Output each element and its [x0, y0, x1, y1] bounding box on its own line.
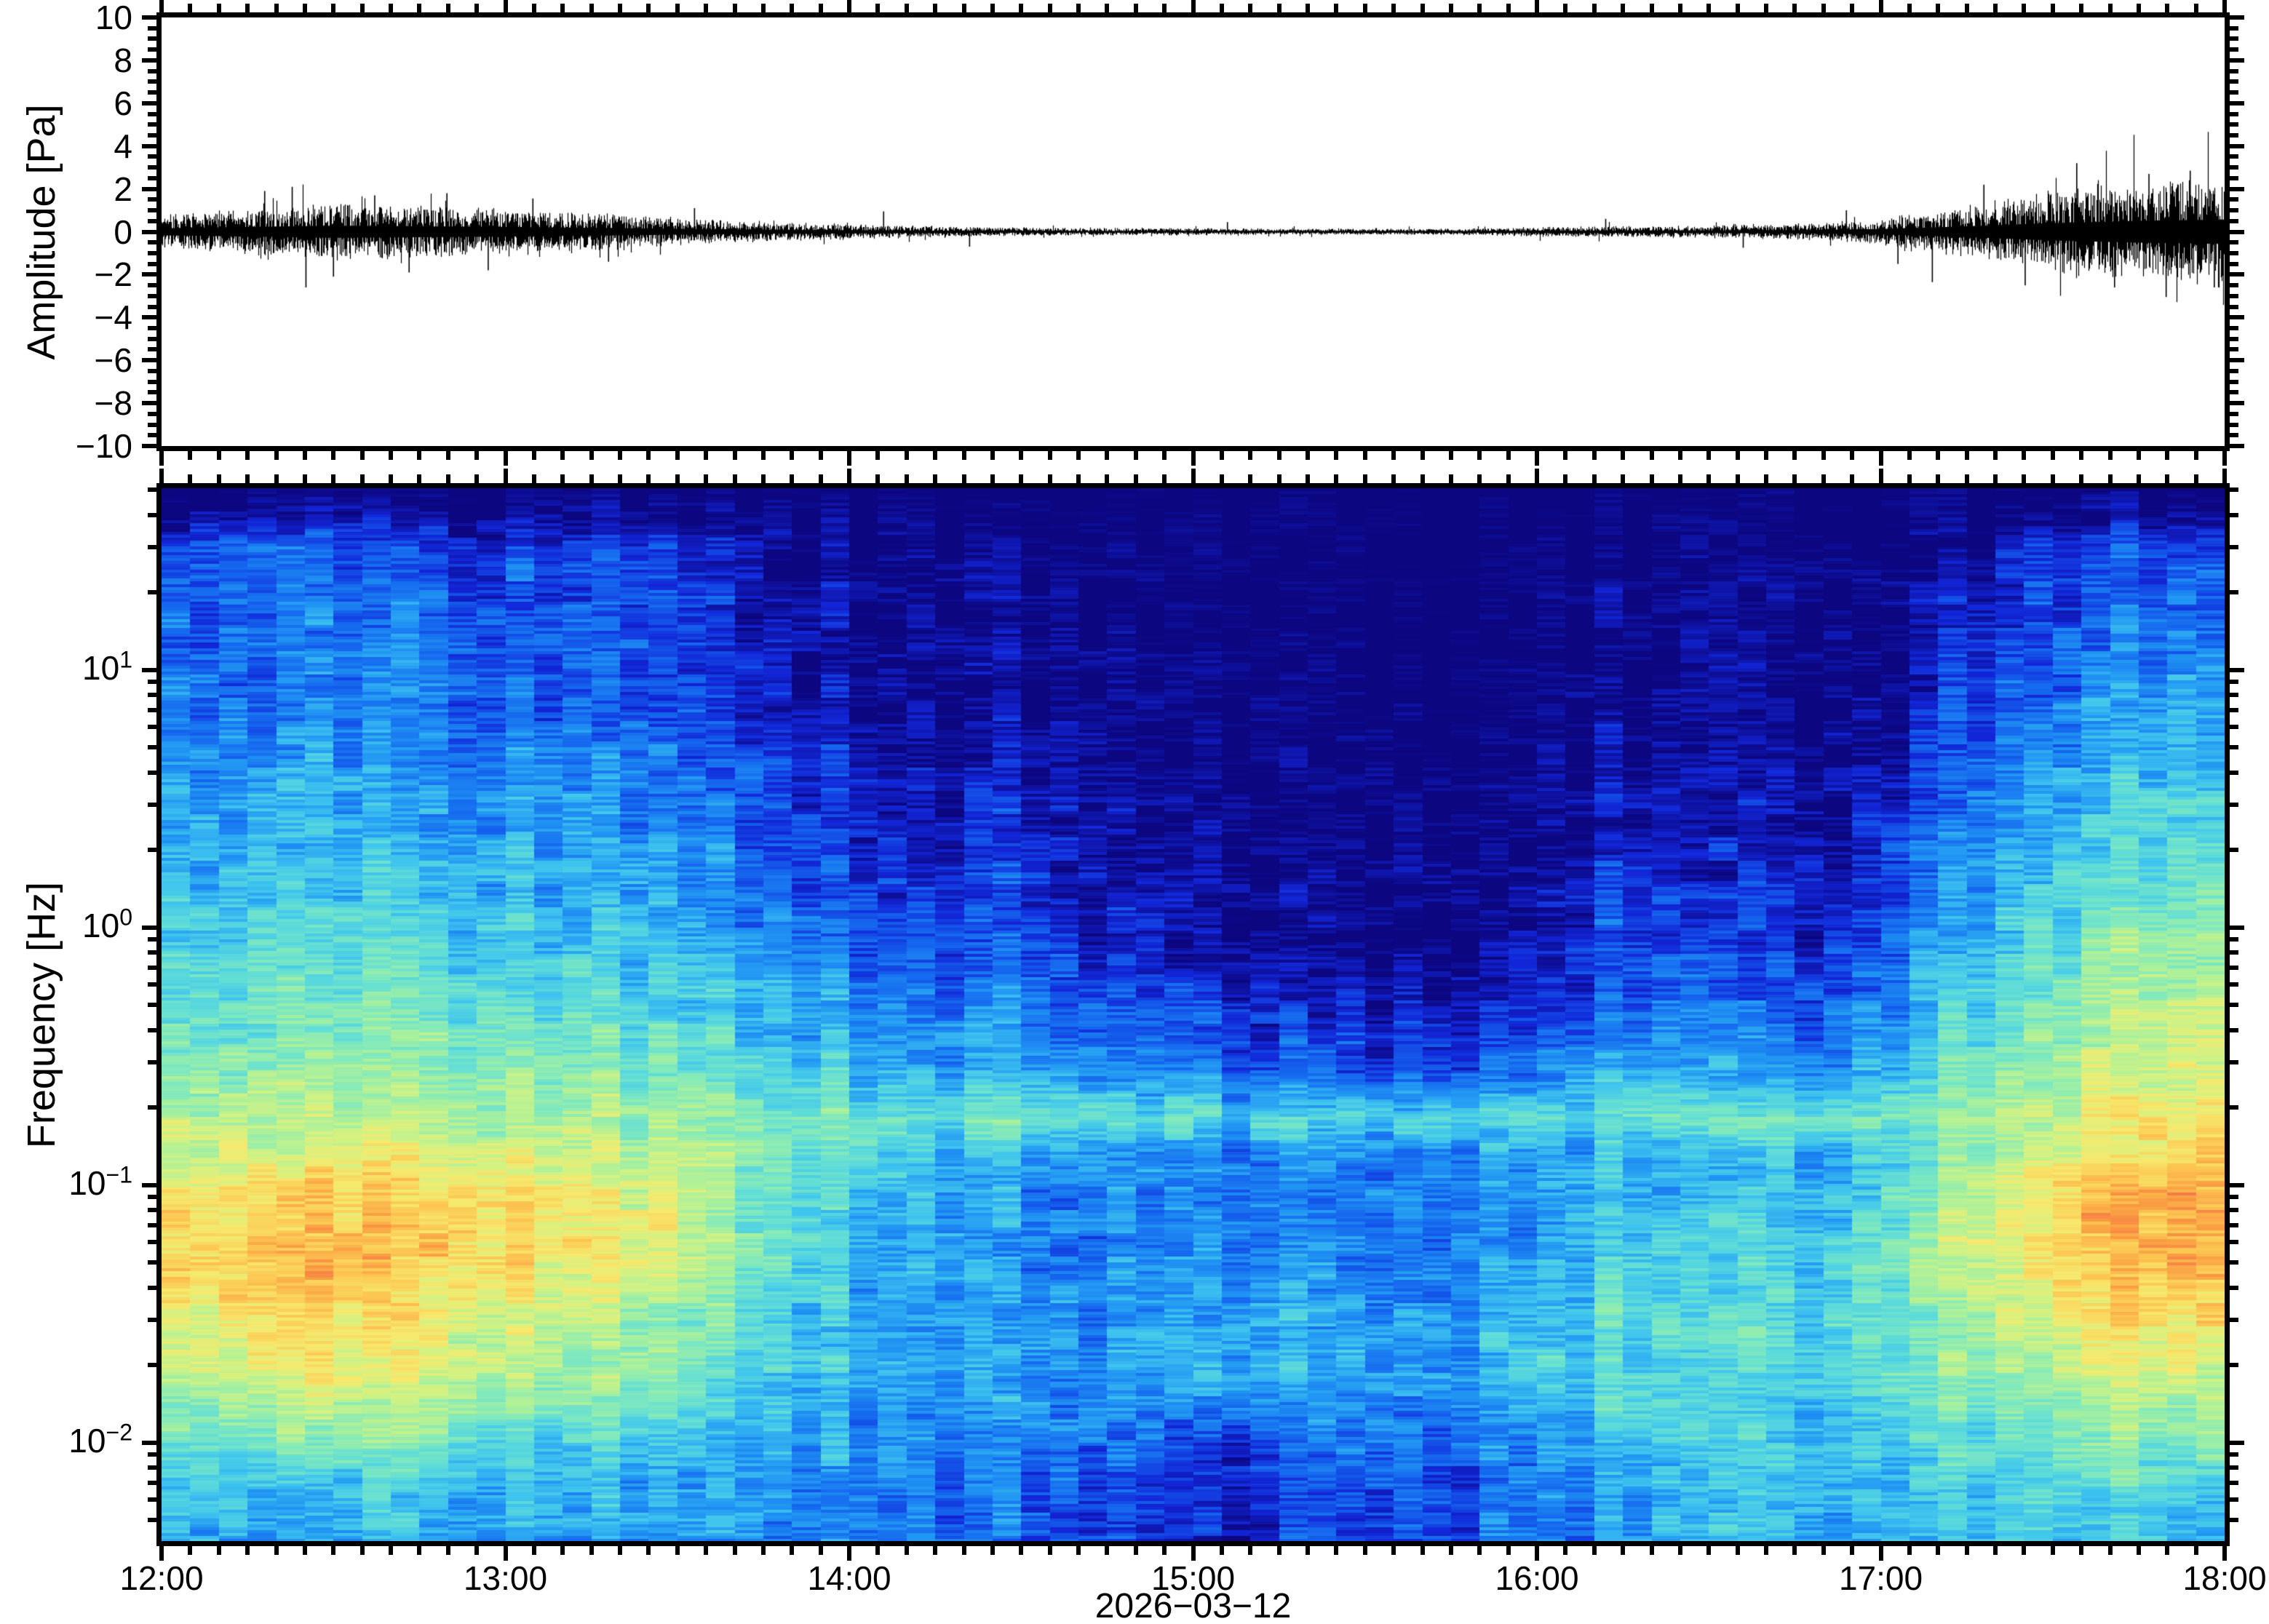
spectrogram-plot-canvas: [162, 488, 2225, 1541]
amplitude-tick-label: 10: [95, 0, 132, 36]
time-tick-label: 14:00: [807, 1559, 891, 1597]
waveform-plot-canvas: [162, 17, 2225, 446]
time-tick-label: 18:00: [2182, 1559, 2267, 1597]
amplitude-tick-label: −2: [94, 255, 132, 294]
frequency-tick-label: 10−2: [68, 1419, 132, 1460]
amplitude-tick-label: −10: [75, 427, 132, 465]
frequency-tick-label: 100: [82, 904, 132, 944]
amplitude-tick-label: 8: [114, 41, 132, 79]
amplitude-tick-label: −6: [94, 341, 132, 380]
amplitude-axis-label: Amplitude [Pa]: [20, 103, 63, 360]
amplitude-tick-label: −8: [94, 384, 132, 423]
frequency-tick-label: 101: [82, 646, 132, 687]
frequency-tick-label: 10−1: [68, 1161, 132, 1202]
x-axis-date-label: 2026−03−12: [1094, 1587, 1292, 1624]
time-tick-label: 16:00: [1495, 1559, 1579, 1597]
frequency-axis-label: Frequency [Hz]: [20, 881, 63, 1148]
time-tick-label: 15:00: [1151, 1559, 1236, 1597]
amplitude-tick-label: −4: [94, 298, 132, 337]
amplitude-tick-label: 0: [114, 212, 132, 251]
time-tick-label: 12:00: [119, 1559, 204, 1597]
amplitude-tick-label: 4: [114, 127, 132, 165]
amplitude-tick-label: 6: [114, 84, 132, 122]
amplitude-tick-label: 2: [114, 170, 132, 208]
time-tick-label: 13:00: [463, 1559, 548, 1597]
time-tick-label: 17:00: [1838, 1559, 1923, 1597]
